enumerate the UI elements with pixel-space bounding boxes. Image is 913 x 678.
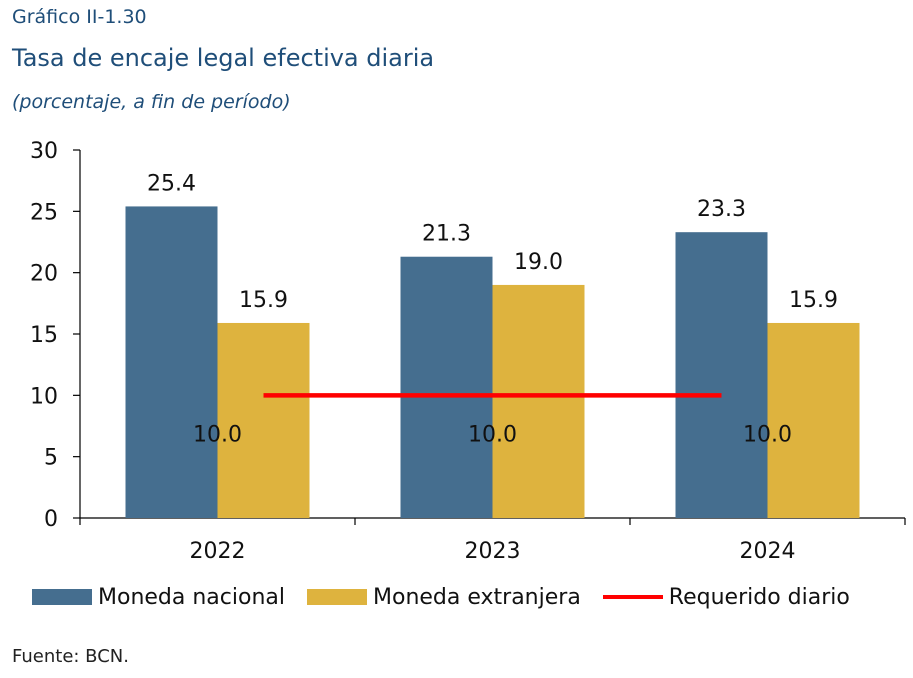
line-value-label: 10.0 <box>743 422 792 447</box>
x-tick-label: 2023 <box>465 539 521 564</box>
figure-number: Gráfico II-1.30 <box>12 6 147 28</box>
legend-item-moneda-extranjera: Moneda extranjera <box>307 585 581 610</box>
y-tick-label: 0 <box>44 507 58 532</box>
legend-line-requerido-diario <box>602 595 663 599</box>
bar-value-label: 15.9 <box>789 288 838 313</box>
y-tick-label: 25 <box>30 200 58 225</box>
bar-moneda-nacional <box>675 232 768 519</box>
legend-swatch-moneda-nacional <box>32 589 92 605</box>
chart-area: 0 5 10 15 20 25 30 25.4 15.9 2022 21.3 19.0 2023 23.3… <box>30 139 906 564</box>
legend-item-moneda-nacional: Moneda nacional <box>32 585 285 610</box>
bar-moneda-nacional <box>125 206 218 518</box>
bar-moneda-extranjera <box>492 284 585 518</box>
source-note: Fuente: BCN. <box>12 646 129 667</box>
bar-moneda-extranjera <box>217 322 310 518</box>
bar-value-label: 15.9 <box>239 288 288 313</box>
y-tick-label: 15 <box>30 323 58 348</box>
bar-value-label: 19.0 <box>514 250 563 275</box>
bar-moneda-nacional <box>400 256 493 518</box>
legend-swatch-moneda-extranjera <box>307 589 367 605</box>
x-tick-label: 2022 <box>190 539 246 564</box>
y-tick-label: 20 <box>30 262 58 287</box>
line-value-label: 10.0 <box>468 422 517 447</box>
legend-item-requerido-diario: Requerido diario <box>602 584 850 610</box>
bar-moneda-extranjera <box>767 322 860 518</box>
legend-label-requerido-diario: Requerido diario <box>668 584 850 610</box>
line-value-label: 10.0 <box>193 422 242 447</box>
bar-value-label: 21.3 <box>422 222 471 247</box>
x-tick-label: 2024 <box>740 539 796 564</box>
legend-label-moneda-extranjera: Moneda extranjera <box>373 584 581 610</box>
legend: Moneda nacional Moneda extranjera Requer… <box>32 582 872 612</box>
legend-label-moneda-nacional: Moneda nacional <box>98 584 285 610</box>
bar-value-label: 25.4 <box>147 171 196 196</box>
bar-value-label: 23.3 <box>697 197 746 222</box>
y-tick-label: 30 <box>30 139 58 164</box>
y-tick-label: 5 <box>44 446 58 471</box>
y-tick-label: 10 <box>30 384 58 409</box>
chart-subtitle: (porcentaje, a fin de período) <box>12 91 291 113</box>
chart-title: Tasa de encaje legal efectiva diaria <box>12 44 435 72</box>
